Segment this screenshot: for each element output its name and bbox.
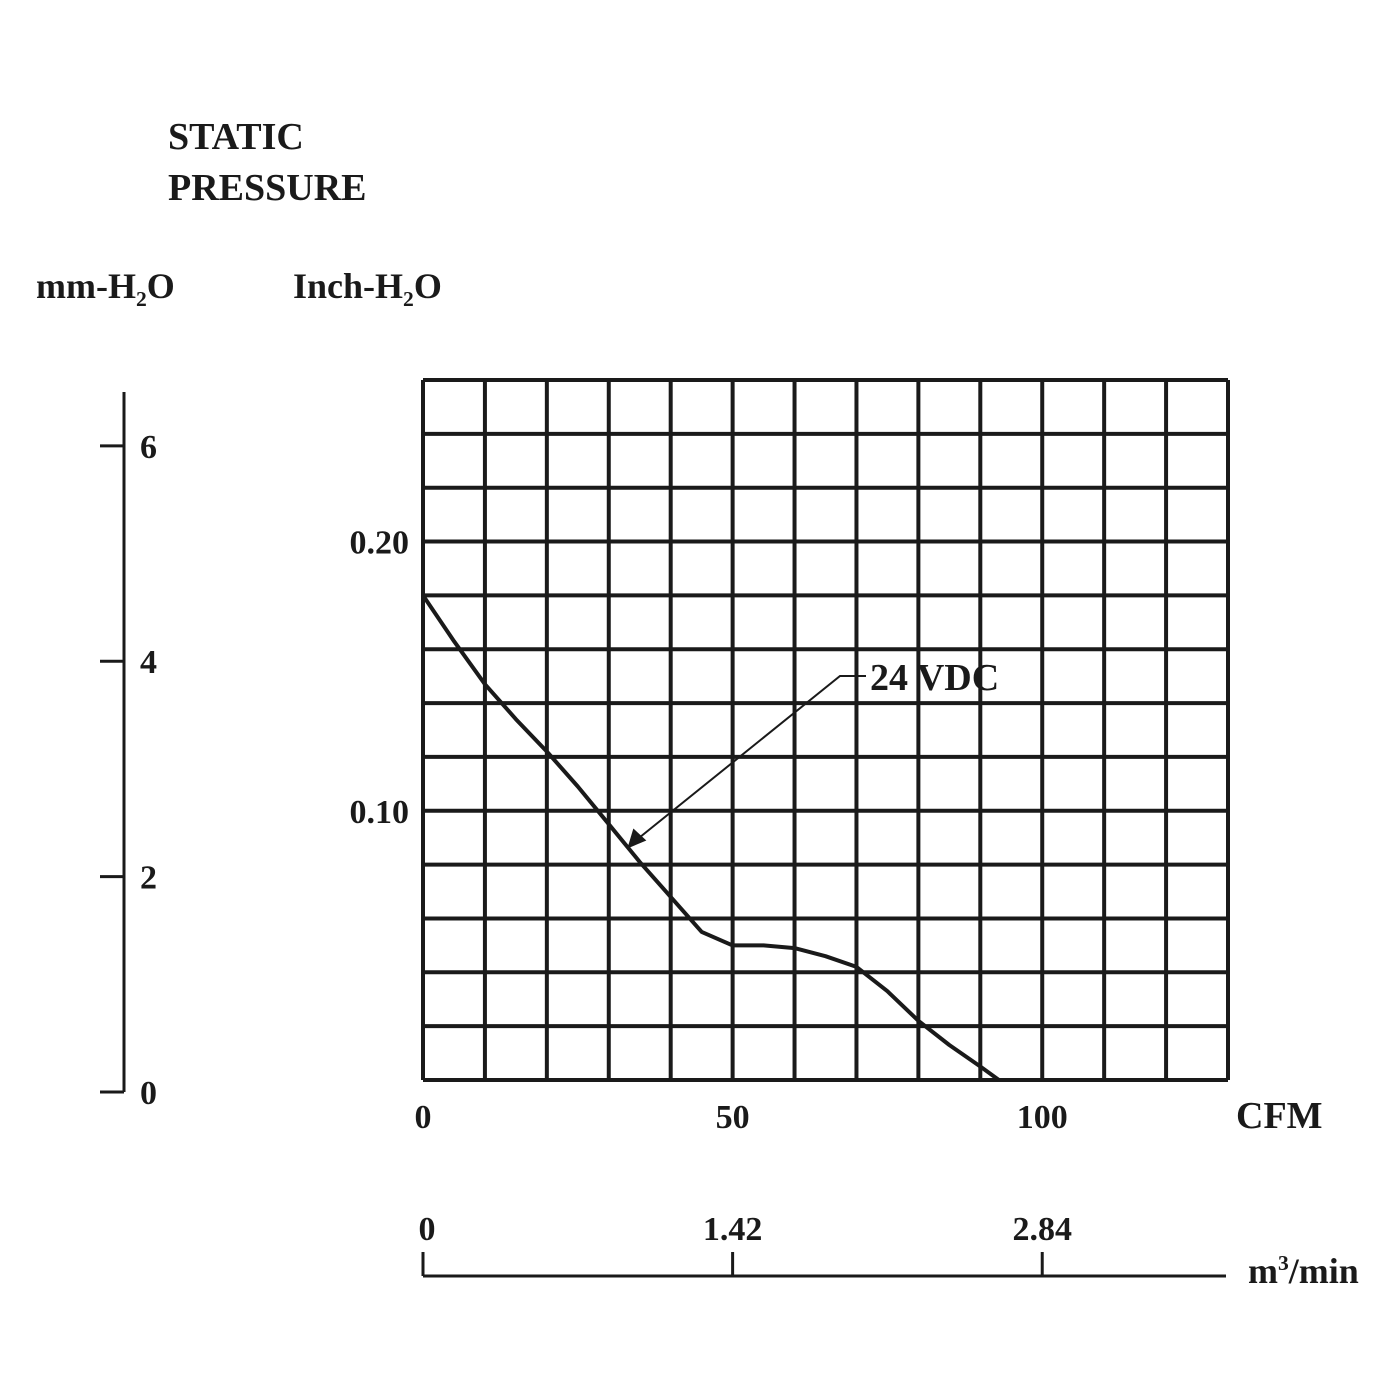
m3-axis-label-suffix: /min <box>1288 1251 1359 1291</box>
m3-axis-label-prefix: m <box>1248 1251 1278 1291</box>
m3-axis-tick-label: 0 <box>419 1211 436 1248</box>
chart-grid <box>421 378 1230 1082</box>
series-line-24vdc <box>421 594 1001 1082</box>
x-tick-label: 50 <box>716 1099 750 1136</box>
cfm-axis-label: CFM <box>1236 1095 1323 1137</box>
mm-axis-tick-label: 0 <box>140 1075 157 1112</box>
m3-axis-label-sup: 3 <box>1278 1251 1289 1275</box>
y-tick-label: 0.10 <box>350 794 410 831</box>
series-layer <box>421 594 1001 1082</box>
mm-axis-tick-label: 6 <box>140 429 157 466</box>
annotation-leader <box>632 675 866 844</box>
inch-h2o-tick-labels: 0.20 0.10 <box>350 525 410 831</box>
inch-axis-label-prefix: Inch-H <box>293 266 404 306</box>
chart-title-line1: STATIC <box>168 116 304 158</box>
cfm-tick-labels: 0 50 100 <box>415 1099 1068 1136</box>
annotation-arrowhead <box>627 828 647 849</box>
mm-axis-label: mm-H2O <box>36 268 175 311</box>
mm-axis-tick-label: 2 <box>140 860 157 897</box>
m3-axis-label: m3/min <box>1248 1251 1359 1291</box>
chart-title: STATIC PRESSURE <box>168 112 367 215</box>
m3-axis-tick-label: 1.42 <box>703 1211 763 1248</box>
inch-axis-label-suffix: O <box>413 266 442 306</box>
chart-title-line2: PRESSURE <box>168 167 367 210</box>
mm-axis-label-sub: 2 <box>135 287 147 312</box>
inch-axis-label-sub: 2 <box>403 287 414 312</box>
x-tick-label: 0 <box>415 1099 432 1136</box>
mm-axis-label-prefix: mm-H <box>36 266 136 306</box>
m3-min-axis: 0 1.42 2.84 <box>419 1211 1226 1278</box>
mm-axis-label-suffix: O <box>146 266 175 306</box>
y-tick-label: 0.20 <box>350 525 410 562</box>
m3-axis-tick-label: 2.84 <box>1012 1211 1072 1248</box>
x-tick-label: 100 <box>1017 1099 1068 1136</box>
mm-h2o-axis: 0 2 4 6 <box>100 392 157 1112</box>
annotation-layer: 24 VDC <box>627 657 999 849</box>
inch-axis-label: Inch-H2O <box>293 268 442 311</box>
annotation-label-24vdc: 24 VDC <box>870 657 999 699</box>
mm-axis-tick-label: 4 <box>140 644 157 681</box>
